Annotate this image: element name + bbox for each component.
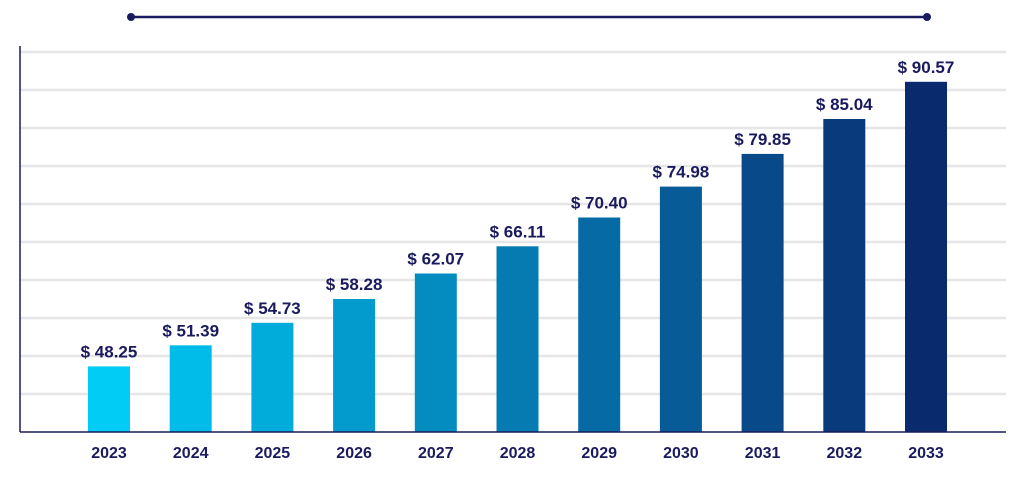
x-tick-2024: 2024 bbox=[173, 445, 209, 462]
bar-2029 bbox=[578, 217, 621, 432]
x-tick-2030: 2030 bbox=[663, 445, 699, 462]
x-tick-2031: 2031 bbox=[745, 445, 781, 462]
bar-2024 bbox=[169, 345, 212, 432]
value-label-2024: $ 51.39 bbox=[162, 321, 219, 340]
bars bbox=[88, 81, 947, 433]
bar-2027 bbox=[414, 273, 457, 432]
x-tick-2032: 2032 bbox=[827, 445, 863, 462]
value-label-2025: $ 54.73 bbox=[244, 299, 301, 318]
value-label-2029: $ 70.40 bbox=[571, 194, 628, 213]
axes bbox=[19, 46, 1006, 433]
value-label-2023: $ 48.25 bbox=[81, 342, 138, 361]
bar-2033 bbox=[905, 81, 947, 433]
value-labels: $ 48.25 $ 51.39 $ 54.73 $ 58.28 $ 62.07 $ 66.… bbox=[81, 58, 955, 362]
x-tick-2026: 2026 bbox=[336, 445, 372, 462]
bar-2026 bbox=[333, 299, 376, 432]
bar-2025 bbox=[251, 322, 294, 432]
x-tick-2025: 2025 bbox=[255, 445, 291, 462]
value-label-2027: $ 62.07 bbox=[407, 250, 464, 269]
header-rule-dot-right bbox=[923, 13, 931, 21]
x-tick-2027: 2027 bbox=[418, 445, 454, 462]
value-label-2032: $ 85.04 bbox=[816, 95, 873, 114]
decorative-header-line bbox=[127, 13, 931, 21]
x-tick-2029: 2029 bbox=[581, 445, 617, 462]
bar-2023 bbox=[88, 366, 130, 432]
value-label-2031: $ 79.85 bbox=[734, 130, 791, 149]
bar-2030 bbox=[659, 186, 702, 432]
value-label-2030: $ 74.98 bbox=[653, 163, 710, 182]
bar-2028 bbox=[496, 246, 539, 432]
bar-2032 bbox=[823, 119, 866, 432]
value-label-2028: $ 66.11 bbox=[490, 222, 546, 241]
value-label-2026: $ 58.28 bbox=[326, 275, 383, 294]
bar-2031 bbox=[741, 153, 784, 432]
header-rule-dot-left bbox=[127, 13, 135, 21]
x-tick-2023: 2023 bbox=[91, 445, 127, 462]
value-label-2033: $ 90.57 bbox=[898, 58, 955, 77]
x-tick-2033: 2033 bbox=[908, 445, 944, 462]
x-tick-labels: 2023 2024 2025 2026 2027 2028 2029 2030 2031 2032… bbox=[91, 445, 944, 462]
x-tick-2028: 2028 bbox=[500, 445, 536, 462]
